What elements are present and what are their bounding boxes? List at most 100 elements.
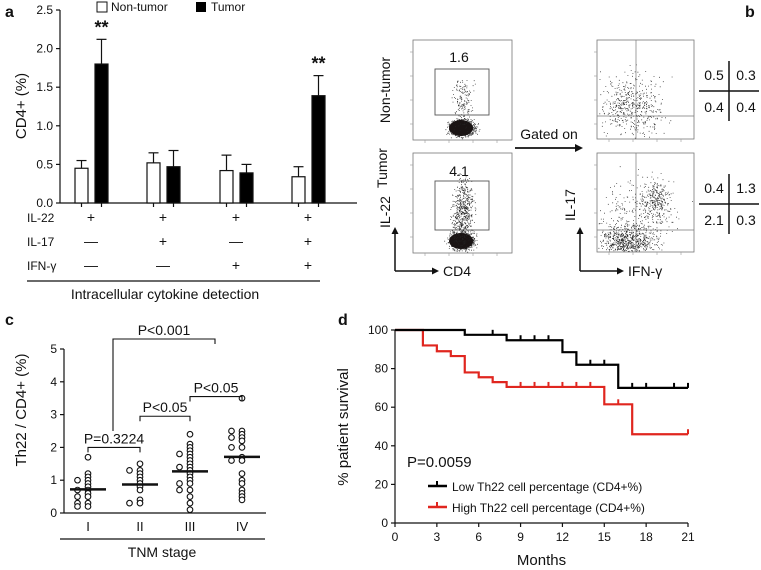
- d-y-tick-label: 0: [381, 516, 388, 530]
- b-right-x-label: IFN-γ: [628, 263, 662, 279]
- data-point: [238, 444, 246, 451]
- gated-on-label: Gated on: [520, 126, 578, 142]
- d-y-tick-label: 40: [375, 439, 389, 453]
- d-x-tick-label: 21: [681, 530, 695, 544]
- quadrant-value: 0.4: [736, 99, 756, 115]
- survival-curve-low: [395, 328, 688, 389]
- data-point: [228, 434, 235, 441]
- flow-events-core: [449, 120, 473, 136]
- arrow-head-icon: [432, 267, 439, 275]
- legend-swatch-non-tumor: [96, 1, 108, 13]
- data-point: [74, 493, 81, 500]
- row-sign: —: [84, 233, 98, 249]
- comparison-bracket: [189, 396, 243, 402]
- bar-non-tumor-0: [74, 167, 89, 204]
- bar-tumor-2: [239, 172, 254, 204]
- data-point: [176, 480, 183, 487]
- comparison-label: P=0.3224: [84, 430, 145, 446]
- panel-label-b: b: [745, 4, 755, 21]
- c-y-tick-label: 0: [50, 506, 57, 520]
- row-sign: —: [229, 233, 243, 249]
- flow-events-positive: [451, 80, 476, 136]
- c-y-tick-label: 1: [50, 473, 57, 487]
- data-point: [228, 427, 235, 435]
- d-x-tick-label: 3: [434, 530, 441, 544]
- row-sign: +: [304, 209, 312, 225]
- a-y-tick-label: 2.0: [36, 42, 53, 56]
- a-y-tick-label: 2.5: [36, 3, 53, 17]
- gate-box: [434, 68, 490, 116]
- data-point: [136, 460, 144, 468]
- quadrant-value: 0.5: [704, 67, 724, 83]
- row-sign: +: [232, 209, 240, 225]
- row-sign: +: [304, 257, 312, 273]
- data-point: [84, 503, 92, 510]
- data-point: [186, 480, 194, 487]
- legend-label-low: Low Th22 cell percentage (CD4+%): [452, 480, 642, 494]
- arrow-head-icon: [576, 227, 584, 234]
- legend-swatch-tumor: [196, 2, 206, 12]
- arrow-head-icon: [391, 227, 399, 234]
- quadrant-value: 0.4: [704, 99, 724, 115]
- flow-events-positive: [450, 173, 477, 248]
- panel-label-a: a: [5, 4, 14, 21]
- a-x-label: Intracellular cytokine detection: [71, 286, 259, 302]
- c-x-tick-label: IV: [236, 519, 249, 534]
- comparison-label: P<0.001: [138, 322, 191, 338]
- legend-label-tumor: Tumor: [211, 0, 245, 14]
- arrow-head-icon: [575, 144, 583, 152]
- c-y-tick-label: 2: [50, 440, 57, 454]
- data-point: [176, 450, 183, 458]
- comparison-bracket: [112, 338, 216, 431]
- data-point: [176, 486, 183, 494]
- data-point: [74, 503, 81, 510]
- d-x-tick-label: 18: [639, 530, 653, 544]
- d-x-tick-label: 6: [475, 530, 482, 544]
- row-label-IL-22: IL-22: [27, 211, 55, 225]
- row-sign: +: [232, 257, 240, 273]
- data-point: [228, 444, 235, 451]
- panel-label-d: d: [338, 312, 348, 329]
- gate-value: 1.6: [449, 49, 469, 65]
- row-sign: —: [156, 257, 170, 273]
- a-y-tick-label: 0.0: [36, 196, 53, 210]
- c-y-tick-label: 4: [50, 375, 57, 389]
- d-pvalue: P=0.0059: [407, 454, 472, 471]
- row-sign: +: [304, 233, 312, 249]
- bar-non-tumor-3: [291, 176, 306, 204]
- data-point: [238, 480, 246, 487]
- comparison-bracket: [87, 446, 141, 453]
- data-point: [136, 499, 144, 507]
- bar-tumor-0: [94, 63, 109, 204]
- d-x-tick-label: 0: [392, 530, 399, 544]
- d-y-tick-label: 20: [375, 477, 389, 491]
- d-x-tick-label: 12: [556, 530, 570, 544]
- data-point: [238, 437, 246, 445]
- d-x-tick-label: 9: [517, 530, 524, 544]
- data-point: [84, 453, 92, 461]
- gate-box: [434, 180, 490, 231]
- c-y-tick-label: 3: [50, 408, 57, 422]
- data-point: [176, 463, 183, 471]
- significance-mark: **: [94, 17, 108, 37]
- comparison-bracket: [139, 415, 191, 422]
- gate-value: 4.1: [449, 163, 469, 179]
- bar-tumor-1: [166, 166, 181, 204]
- data-point: [228, 457, 235, 464]
- quadrant-value: 0.3: [736, 67, 756, 83]
- c-y-label: Th22 / CD4+ (%): [13, 354, 30, 467]
- comparison-label: P<0.05: [194, 380, 239, 396]
- b-right-y-label: IL-17: [562, 189, 578, 221]
- data-point: [84, 493, 92, 500]
- data-point: [126, 499, 133, 507]
- data-point: [186, 506, 194, 514]
- quadrant-value: 2.1: [704, 212, 724, 228]
- a-y-tick-label: 1.0: [36, 119, 53, 133]
- comparison-label: P<0.05: [143, 399, 188, 415]
- c-x-tick-label: II: [136, 519, 143, 534]
- data-point: [126, 467, 133, 474]
- row-sign: +: [87, 209, 95, 225]
- flow-events-double-positive: [640, 171, 675, 231]
